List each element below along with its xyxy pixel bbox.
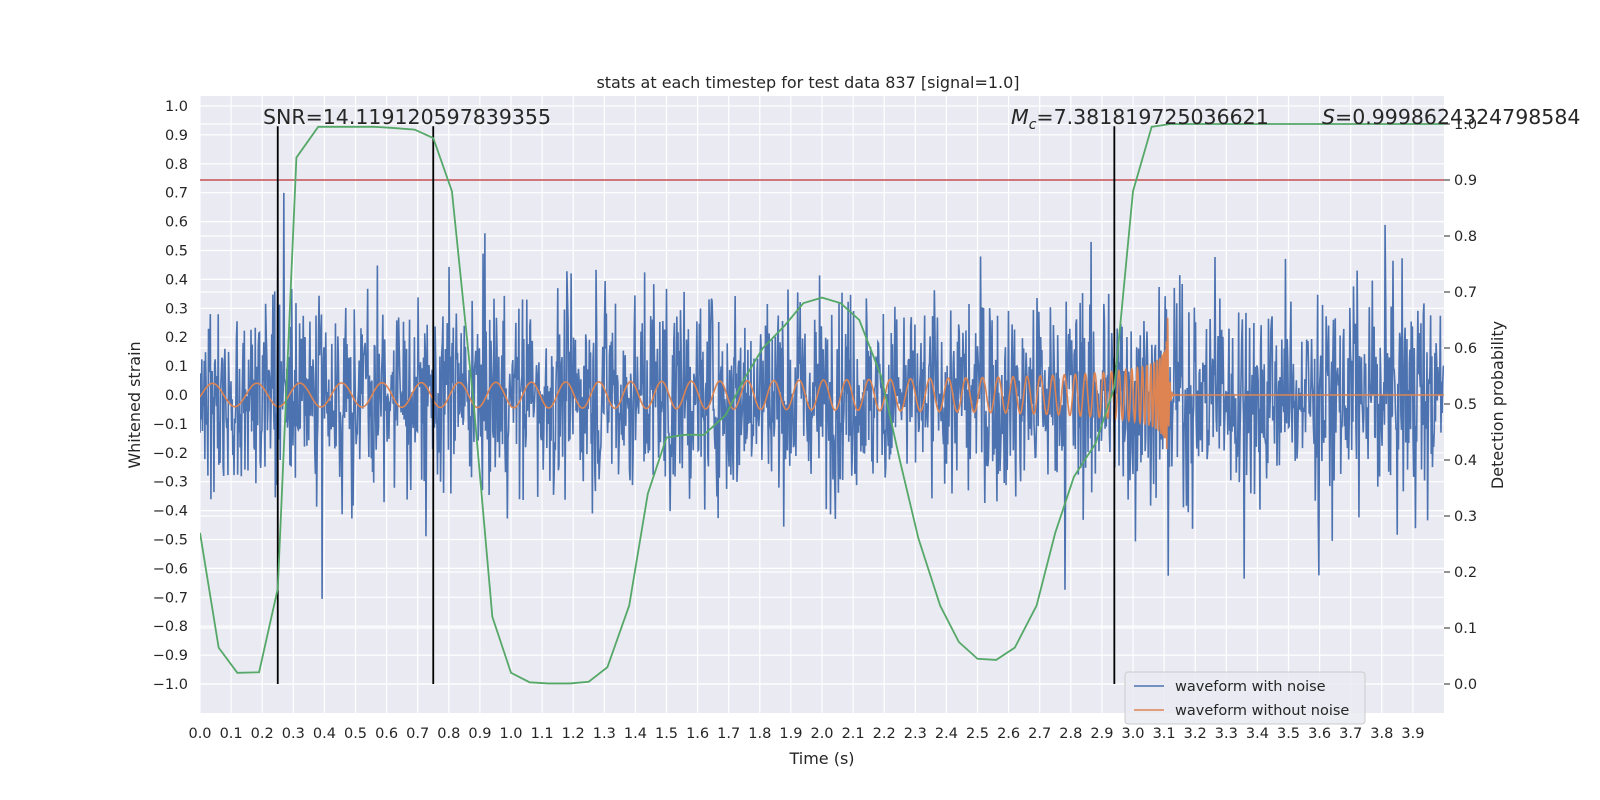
snr-annotation: SNR=14.119120597839355 <box>263 105 551 129</box>
y-tick-label: −0.9 <box>153 648 188 664</box>
x-axis-ticks: 0.0 0.1 0.2 0.3 0.4 0.5 0.6 0.7 0.8 0.9 1.0 1.1 1.2 1… <box>188 726 1424 742</box>
x-tick-label: 0.4 <box>313 726 336 742</box>
y2-tick-label: 0.7 <box>1454 285 1477 301</box>
y-axis-label: Whitened strain <box>125 341 144 468</box>
x-tick-label: 3.7 <box>1339 726 1362 742</box>
x-tick-label: 0.2 <box>251 726 274 742</box>
y2-axis-label: Detection probability <box>1488 321 1507 489</box>
legend: waveform with noise waveform without noi… <box>1124 671 1366 725</box>
y2-tick-label: 0.5 <box>1454 397 1477 413</box>
y-tick-label: 1.0 <box>165 99 188 115</box>
y2-tick-label: 0.0 <box>1454 677 1477 693</box>
y-tick-label: −0.4 <box>153 504 188 520</box>
x-tick-label: 0.9 <box>468 726 491 742</box>
y2-tick-label: 0.2 <box>1454 565 1477 581</box>
x-tick-label: 1.1 <box>531 726 554 742</box>
x-tick-label: 1.6 <box>686 726 709 742</box>
mc-annotation: Mc=7.381819725036621 <box>1011 105 1269 133</box>
y-tick-label: −0.8 <box>153 619 188 635</box>
x-tick-label: 1.7 <box>717 726 740 742</box>
y-tick-label: 0.8 <box>165 157 188 173</box>
y-tick-label: 0.1 <box>165 359 188 375</box>
x-tick-label: 0.8 <box>437 726 460 742</box>
x-tick-label: 2.4 <box>935 726 958 742</box>
mc-symbol: M <box>1011 105 1029 129</box>
y-tick-label: 0.9 <box>165 128 188 144</box>
x-tick-label: 3.5 <box>1277 726 1300 742</box>
y2-tick-label: 0.4 <box>1454 453 1477 469</box>
chart-title: stats at each timestep for test data 837… <box>596 73 1019 92</box>
x-tick-label: 2.6 <box>997 726 1020 742</box>
y2-tick-label: 0.1 <box>1454 621 1477 637</box>
x-tick-label: 2.1 <box>842 726 865 742</box>
y-tick-label: −0.6 <box>153 561 188 577</box>
x-tick-label: 2.9 <box>1090 726 1113 742</box>
x-tick-label: 1.0 <box>499 726 522 742</box>
x-tick-label: 2.2 <box>873 726 896 742</box>
waveform-with-noise-line <box>200 192 1444 599</box>
s-value: =0.9998624324798584 <box>1335 105 1580 129</box>
y-tick-label: −0.5 <box>153 533 188 549</box>
x-tick-label: 2.3 <box>904 726 927 742</box>
s-annotation: S=0.9998624324798584 <box>1322 105 1580 129</box>
y-tick-label: −0.3 <box>153 475 188 491</box>
y2-tick-label: 0.3 <box>1454 509 1477 525</box>
y2-tick-label: 0.9 <box>1454 173 1477 189</box>
x-tick-label: 3.8 <box>1370 726 1393 742</box>
y2-axis-ticks: 0.0 0.1 0.2 0.3 0.4 0.5 0.6 0.7 0.8 0.9 1.0 <box>1444 117 1477 693</box>
y-tick-label: 0.6 <box>165 215 188 231</box>
x-tick-label: 2.7 <box>1028 726 1051 742</box>
x-axis-label: Time (s) <box>788 749 854 768</box>
y2-tick-label: 1.0 <box>1454 117 1477 133</box>
x-tick-label: 0.1 <box>220 726 243 742</box>
y-tick-label: 0.0 <box>165 388 188 404</box>
x-tick-label: 1.9 <box>779 726 802 742</box>
legend-label-noise: waveform with noise <box>1175 679 1326 695</box>
x-tick-label: 3.0 <box>1121 726 1144 742</box>
waveform-without-noise-line <box>200 317 1444 450</box>
x-tick-label: 3.6 <box>1308 726 1331 742</box>
x-tick-label: 3.1 <box>1153 726 1176 742</box>
x-tick-label: 1.4 <box>624 726 647 742</box>
x-tick-label: 2.0 <box>810 726 833 742</box>
y-tick-label: −1.0 <box>153 677 188 693</box>
x-tick-label: 3.4 <box>1246 726 1269 742</box>
x-tick-label: 0.3 <box>282 726 305 742</box>
y-tick-label: 0.3 <box>165 301 188 317</box>
y-tick-label: 0.2 <box>165 330 188 346</box>
y2-tick-label: 0.8 <box>1454 229 1477 245</box>
y2-tick-label: 0.6 <box>1454 341 1477 357</box>
x-tick-label: 2.8 <box>1059 726 1082 742</box>
y-tick-label: −0.1 <box>153 417 188 433</box>
x-tick-label: 3.2 <box>1184 726 1207 742</box>
x-tick-label: 0.0 <box>188 726 211 742</box>
detection-probability-line <box>200 123 1444 685</box>
legend-label-clean: waveform without noise <box>1175 703 1349 719</box>
x-tick-label: 0.7 <box>406 726 429 742</box>
mc-subscript: c <box>1029 117 1037 133</box>
x-tick-label: 3.9 <box>1401 726 1424 742</box>
y-tick-label: 0.4 <box>165 272 188 288</box>
x-tick-label: 3.3 <box>1215 726 1238 742</box>
s-symbol: S <box>1322 105 1335 129</box>
x-tick-label: 0.5 <box>344 726 367 742</box>
y-tick-label: −0.2 <box>153 446 188 462</box>
mc-value: =7.381819725036621 <box>1036 105 1268 129</box>
x-tick-label: 0.6 <box>375 726 398 742</box>
x-tick-label: 1.2 <box>562 726 585 742</box>
y-tick-label: −0.7 <box>153 590 188 606</box>
x-tick-label: 1.5 <box>655 726 678 742</box>
y-tick-label: 0.7 <box>165 186 188 202</box>
x-tick-label: 1.3 <box>593 726 616 742</box>
x-tick-label: 2.5 <box>966 726 989 742</box>
y-axis-ticks: 1.0 0.9 0.8 0.7 0.6 0.5 0.4 0.3 0.2 0.1 0.0 −0.1 −0.… <box>153 99 188 693</box>
x-tick-label: 1.8 <box>748 726 771 742</box>
y-tick-label: 0.5 <box>165 244 188 260</box>
